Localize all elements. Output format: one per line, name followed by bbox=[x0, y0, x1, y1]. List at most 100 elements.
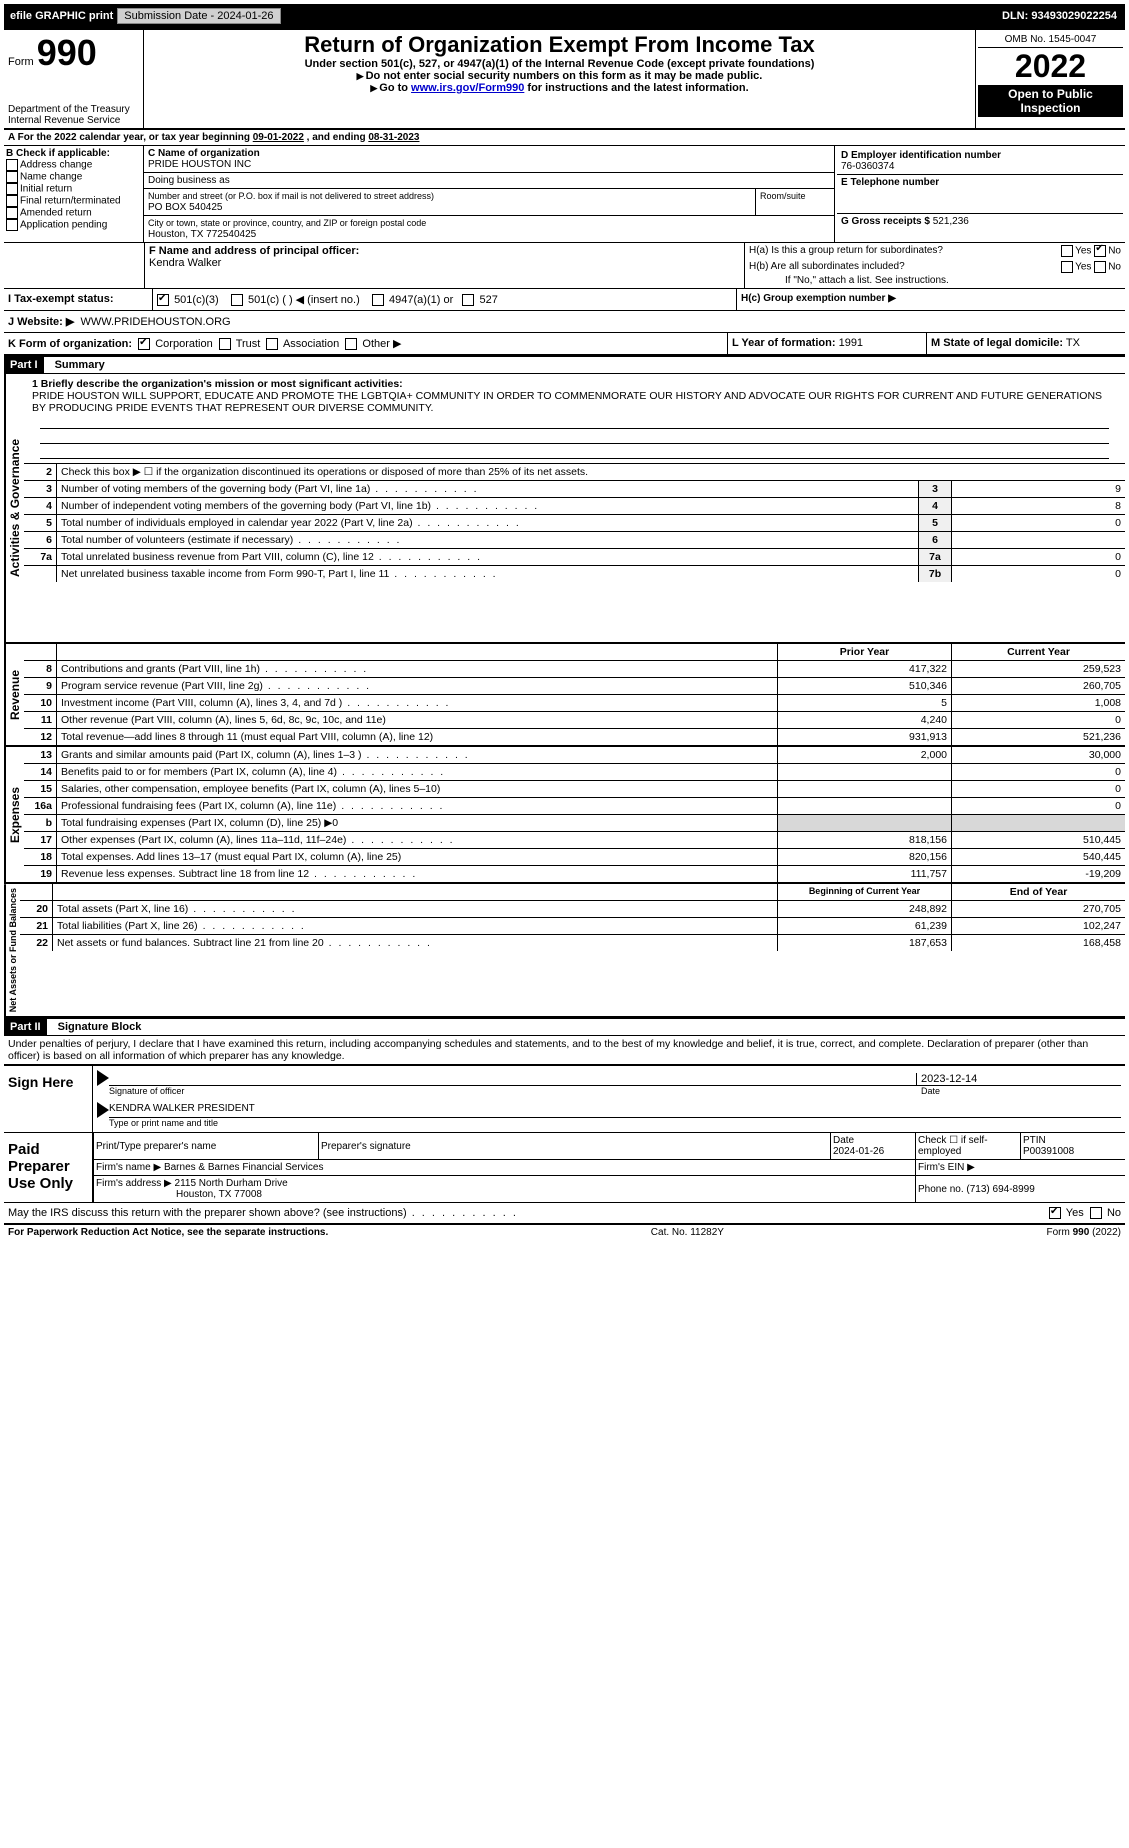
city-value: Houston, TX 772540425 bbox=[148, 229, 256, 240]
officer-h-section: F Name and address of principal officer:… bbox=[4, 242, 1125, 288]
cb-initial[interactable]: Initial return bbox=[6, 183, 141, 195]
governance-label: Activities & Governance bbox=[4, 374, 24, 642]
omb-number: OMB No. 1545-0047 bbox=[978, 32, 1123, 48]
line-20-end: 270,705 bbox=[952, 901, 1126, 918]
line-21-text: Total liabilities (Part X, line 26) bbox=[53, 918, 778, 935]
line-16a-curr: 0 bbox=[952, 798, 1126, 815]
line-12-curr: 521,236 bbox=[952, 729, 1126, 746]
begin-year-header: Beginning of Current Year bbox=[778, 884, 952, 901]
dba-label: Doing business as bbox=[148, 175, 230, 186]
check-applicable-col: B Check if applicable: Address change Na… bbox=[4, 146, 144, 242]
line-15-prior bbox=[778, 781, 952, 798]
line-22-begin: 187,653 bbox=[778, 935, 952, 952]
website-row: J Website: ▶ WWW.PRIDEHOUSTON.ORG bbox=[4, 310, 1125, 333]
m-section: M State of legal domicile: TX bbox=[926, 333, 1125, 354]
prep-name-label: Print/Type preparer's name bbox=[94, 1133, 319, 1160]
line-16b-text: Total fundraising expenses (Part IX, col… bbox=[57, 815, 778, 832]
k-label: K Form of organization: bbox=[8, 338, 132, 350]
line-5-text: Total number of individuals employed in … bbox=[57, 515, 919, 532]
typed-name-field: KENDRA WALKER PRESIDENT bbox=[109, 1103, 1121, 1118]
part-i-title: Summary bbox=[47, 359, 105, 371]
net-assets-table: Beginning of Current YearEnd of Year 20T… bbox=[20, 884, 1125, 951]
revenue-label: Revenue bbox=[4, 644, 24, 745]
discuss-yes[interactable] bbox=[1049, 1207, 1061, 1219]
cb-corp[interactable] bbox=[138, 338, 150, 350]
line-6-val bbox=[952, 532, 1126, 549]
typed-name-label: Type or print name and title bbox=[97, 1118, 1121, 1128]
irs-link[interactable]: www.irs.gov/Form990 bbox=[411, 82, 524, 94]
line-8-curr: 259,523 bbox=[952, 661, 1126, 678]
net-assets-block: Net Assets or Fund Balances Beginning of… bbox=[4, 884, 1125, 1018]
dept-treasury: Department of the Treasury bbox=[8, 104, 139, 115]
street-cell: Number and street (or P.O. box if mail i… bbox=[144, 189, 756, 215]
line-20-begin: 248,892 bbox=[778, 901, 952, 918]
pointer-icon bbox=[97, 1070, 109, 1086]
firm-name-cell: Firm's name ▶ Barnes & Barnes Financial … bbox=[94, 1160, 916, 1176]
hb-note: If "No," attach a list. See instructions… bbox=[745, 275, 1125, 288]
line-13-prior: 2,000 bbox=[778, 747, 952, 764]
line-21-end: 102,247 bbox=[952, 918, 1126, 935]
line-9-text: Program service revenue (Part VIII, line… bbox=[57, 678, 778, 695]
website-url: WWW.PRIDEHOUSTON.ORG bbox=[80, 316, 230, 328]
prep-check-cell[interactable]: Check ☐ if self-employed bbox=[916, 1133, 1021, 1160]
form-subtitle: Under section 501(c), 527, or 4947(a)(1)… bbox=[148, 58, 971, 70]
cb-assoc[interactable] bbox=[266, 338, 278, 350]
prep-sig-label: Preparer's signature bbox=[319, 1133, 831, 1160]
line-12-text: Total revenue—add lines 8 through 11 (mu… bbox=[57, 729, 778, 746]
line-7b-text: Net unrelated business taxable income fr… bbox=[57, 566, 919, 583]
officer-label: F Name and address of principal officer: bbox=[149, 245, 359, 257]
efile-label: efile GRAPHIC print bbox=[10, 10, 113, 22]
dba-cell: Doing business as bbox=[144, 173, 834, 189]
discuss-options: Yes No bbox=[1049, 1207, 1121, 1219]
i-label: I Tax-exempt status: bbox=[8, 293, 114, 305]
line-18-prior: 820,156 bbox=[778, 849, 952, 866]
cb-527[interactable] bbox=[462, 294, 474, 306]
cb-address[interactable]: Address change bbox=[6, 159, 141, 171]
street-value: PO BOX 540425 bbox=[148, 202, 223, 213]
tax-year: 2022 bbox=[978, 48, 1123, 85]
line-7a-text: Total unrelated business revenue from Pa… bbox=[57, 549, 919, 566]
goto-line: Go to www.irs.gov/Form990 for instructio… bbox=[148, 82, 971, 94]
cb-pending[interactable]: Application pending bbox=[6, 219, 141, 231]
signature-field[interactable] bbox=[109, 1071, 916, 1086]
discuss-no[interactable] bbox=[1090, 1207, 1102, 1219]
line-7b-val: 0 bbox=[952, 566, 1126, 583]
line-16a-text: Professional fundraising fees (Part IX, … bbox=[57, 798, 778, 815]
cb-4947[interactable] bbox=[372, 294, 384, 306]
cb-final[interactable]: Final return/terminated bbox=[6, 195, 141, 207]
cb-trust[interactable] bbox=[219, 338, 231, 350]
line-16b-curr bbox=[952, 815, 1126, 832]
period-mid: , and ending bbox=[307, 132, 369, 143]
top-bar: efile GRAPHIC print Submission Date - 20… bbox=[4, 4, 1125, 28]
org-info-col: C Name of organization PRIDE HOUSTON INC… bbox=[144, 146, 1125, 242]
line-17-curr: 510,445 bbox=[952, 832, 1126, 849]
cb-501c3[interactable] bbox=[157, 294, 169, 306]
net-assets-label: Net Assets or Fund Balances bbox=[4, 884, 20, 1016]
cb-other[interactable] bbox=[345, 338, 357, 350]
city-cell: City or town, state or province, country… bbox=[144, 216, 834, 242]
submission-date-button[interactable]: Submission Date - 2024-01-26 bbox=[117, 8, 280, 24]
period-prefix: A For the 2022 calendar year, or tax yea… bbox=[8, 132, 253, 143]
cb-name[interactable]: Name change bbox=[6, 171, 141, 183]
line-10-prior: 5 bbox=[778, 695, 952, 712]
footer-left: For Paperwork Reduction Act Notice, see … bbox=[8, 1227, 328, 1238]
gross-value: 521,236 bbox=[933, 216, 969, 227]
discuss-text: May the IRS discuss this return with the… bbox=[8, 1207, 1049, 1219]
sig-date-label: Date bbox=[917, 1086, 1121, 1096]
entity-section: B Check if applicable: Address change Na… bbox=[4, 146, 1125, 242]
part-i-badge: Part I bbox=[4, 357, 44, 373]
mission-block: 1 Briefly describe the organization's mi… bbox=[24, 374, 1125, 463]
line-9-curr: 260,705 bbox=[952, 678, 1126, 695]
irs-label: Internal Revenue Service bbox=[8, 115, 139, 126]
part-i-body: Activities & Governance 1 Briefly descri… bbox=[4, 374, 1125, 644]
governance-table: 2Check this box ▶ ☐ if the organization … bbox=[24, 463, 1125, 582]
line-4-val: 8 bbox=[952, 498, 1126, 515]
ein-label: D Employer identification number bbox=[841, 150, 1001, 161]
line-22-end: 168,458 bbox=[952, 935, 1126, 952]
line-13-curr: 30,000 bbox=[952, 747, 1126, 764]
cb-501c[interactable] bbox=[231, 294, 243, 306]
discuss-row: May the IRS discuss this return with the… bbox=[4, 1203, 1125, 1225]
expenses-block: Expenses 13Grants and similar amounts pa… bbox=[4, 747, 1125, 884]
cb-amended[interactable]: Amended return bbox=[6, 207, 141, 219]
line-19-prior: 111,757 bbox=[778, 866, 952, 883]
